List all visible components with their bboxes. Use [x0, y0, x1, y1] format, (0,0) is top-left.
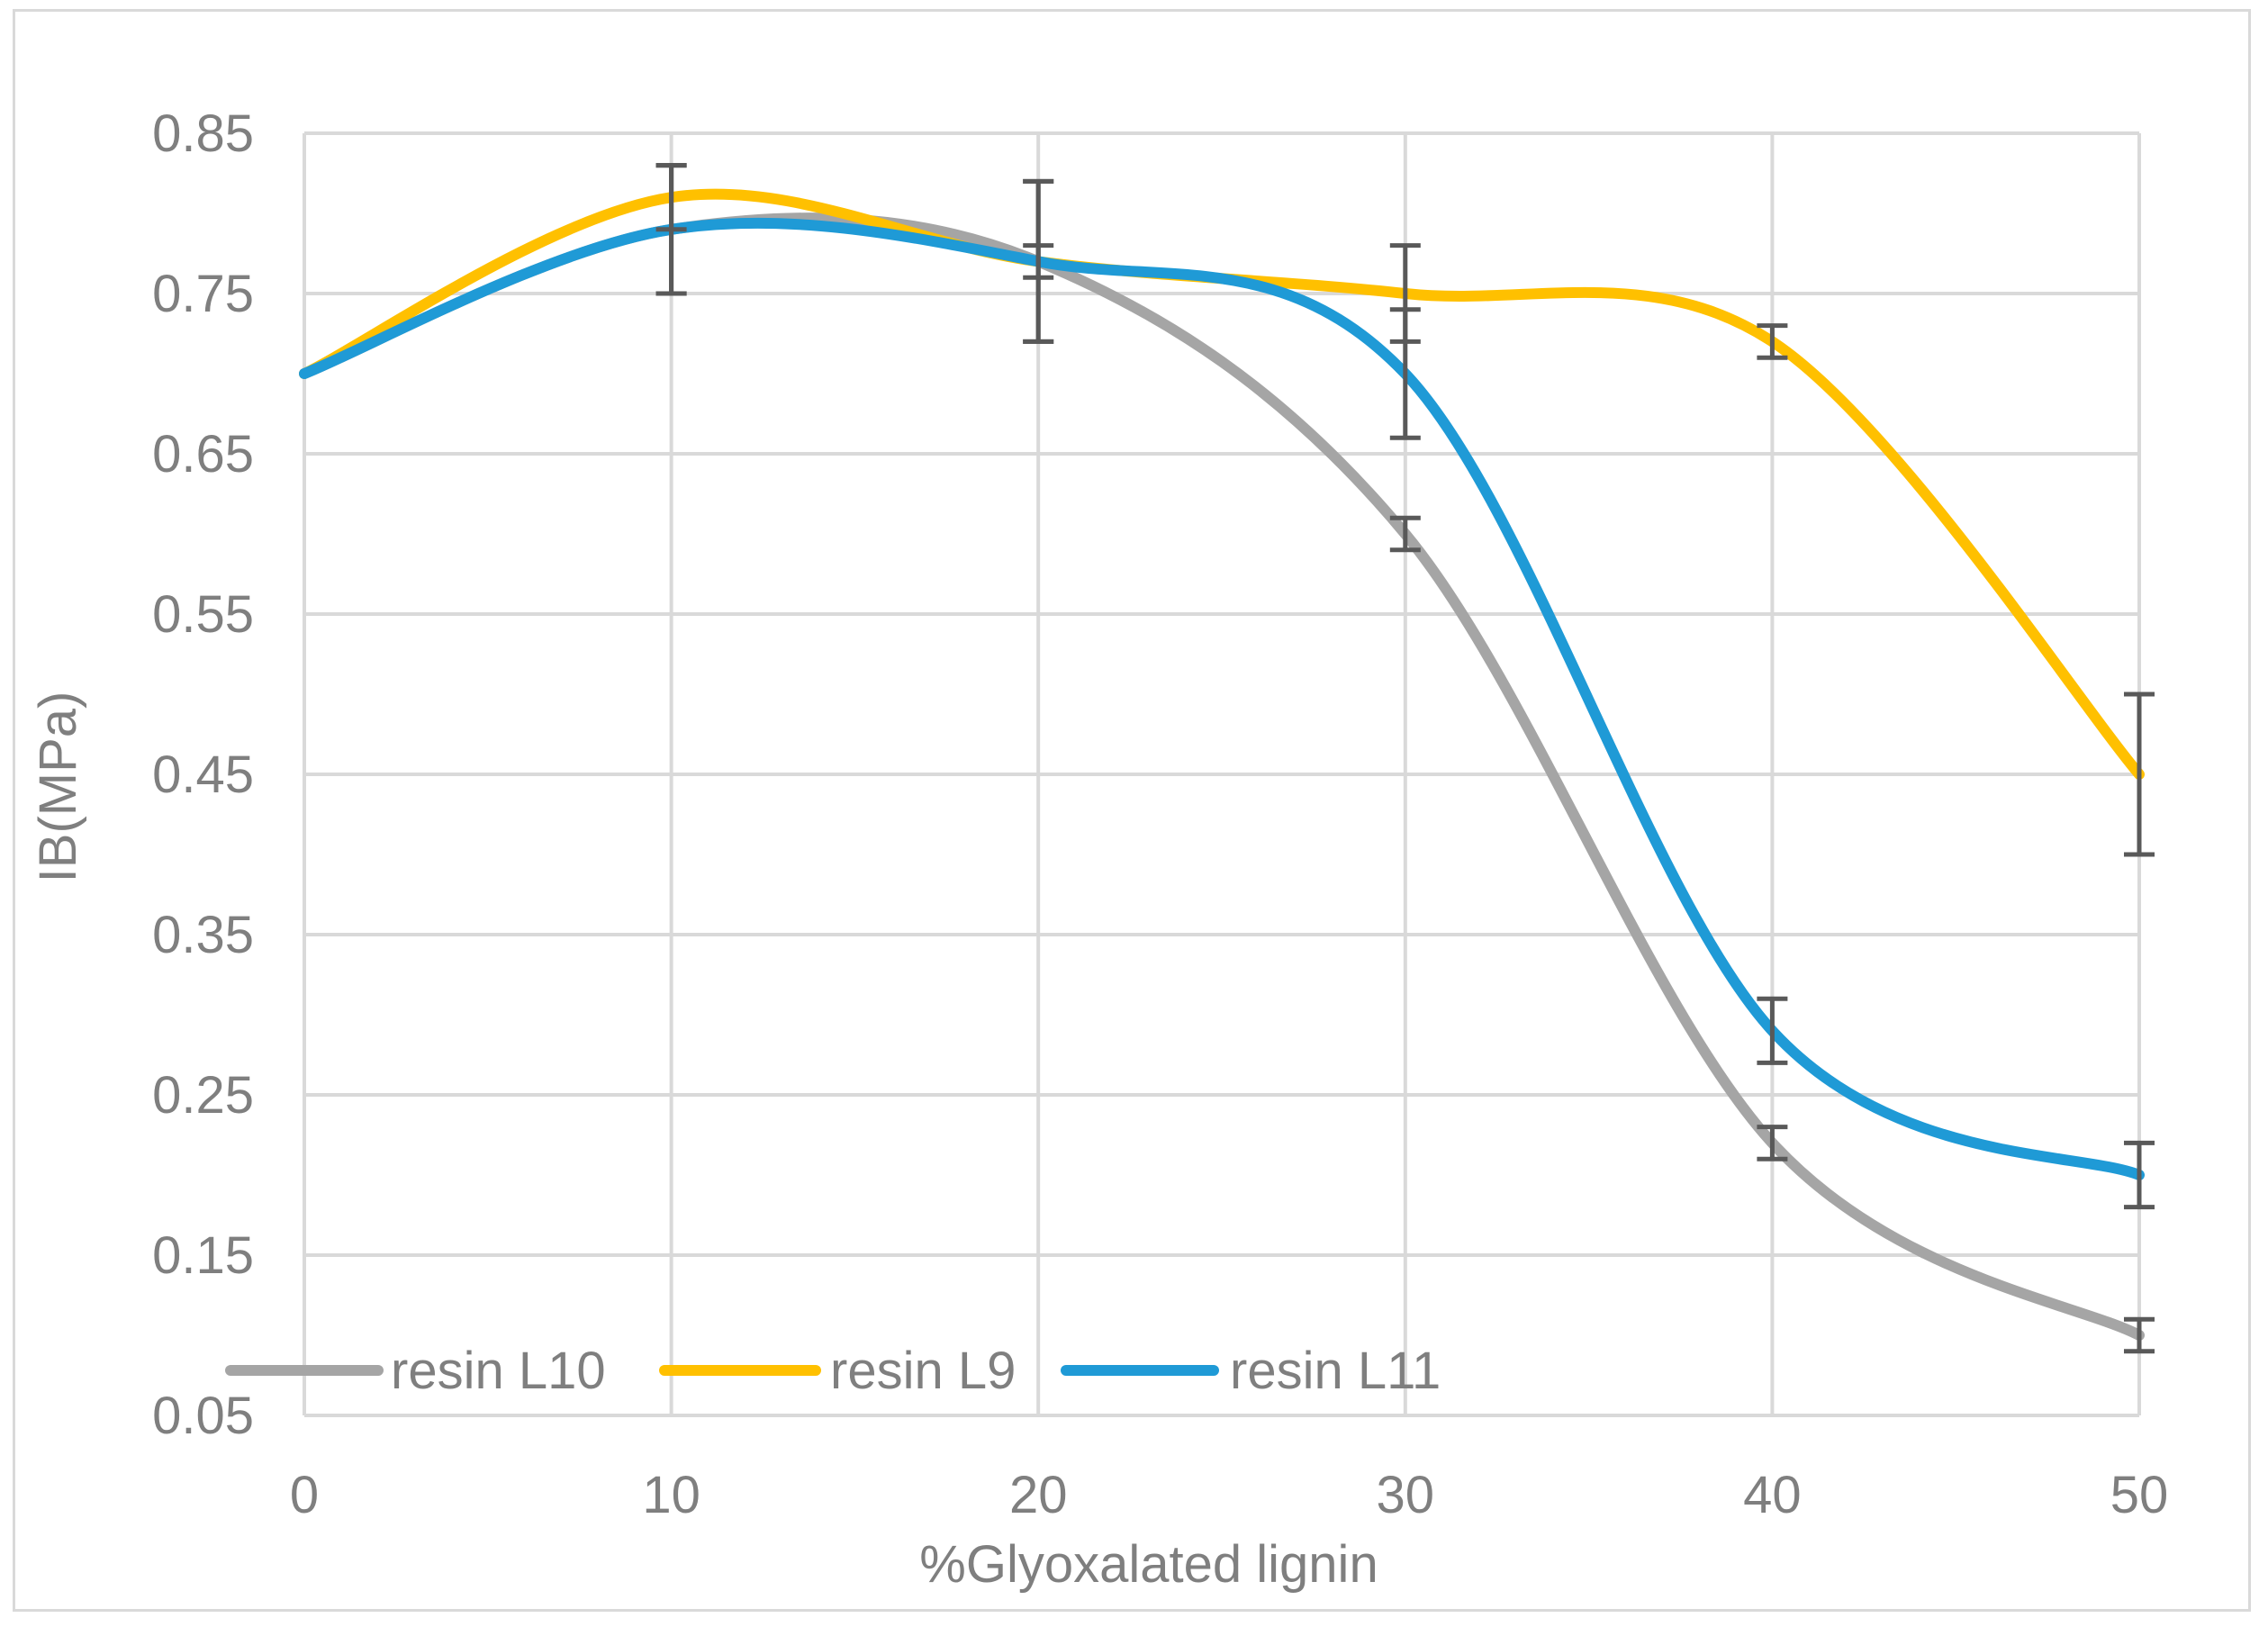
error-bar [655, 163, 687, 296]
legend: resin L10 resin L9 resin L11 [225, 1342, 1441, 1400]
series-line-resin-l11 [299, 217, 2145, 1180]
y-tick-label: 0.25 [152, 1066, 254, 1125]
legend-item: resin L10 [225, 1342, 606, 1400]
x-tick-label: 40 [1743, 1466, 1802, 1524]
series-line-resin-l10 [299, 212, 2145, 1341]
error-bar [1023, 178, 1054, 344]
y-tick-label: 0.15 [152, 1226, 254, 1285]
x-tick-label: 10 [642, 1466, 700, 1524]
x-tick-label: 20 [1009, 1466, 1068, 1524]
y-tick-label: 0.85 [152, 104, 254, 163]
legend-item: resin L9 [659, 1342, 1016, 1400]
y-axis-tick-labels: 0.05 0.15 0.25 0.35 0.45 0.55 0.65 0.75 0.85 [152, 104, 254, 1445]
y-tick-label: 0.35 [152, 906, 254, 964]
error-bars [655, 163, 2155, 1354]
series-line-resin-l9 [299, 188, 2145, 780]
legend-label: resin L11 [1230, 1342, 1441, 1400]
x-axis-tick-labels: 0 10 20 30 40 50 [290, 1466, 2168, 1524]
series-lines [299, 188, 2145, 1341]
legend-label: resin L9 [830, 1342, 1016, 1400]
y-tick-label: 0.05 [152, 1387, 254, 1445]
error-bar [2124, 1316, 2155, 1354]
error-bar [1389, 307, 1421, 440]
x-tick-label: 50 [2110, 1466, 2169, 1524]
error-bar [1757, 996, 1788, 1065]
error-bar [1757, 323, 1788, 360]
y-tick-label: 0.65 [152, 425, 254, 484]
legend-item: resin L11 [1061, 1342, 1441, 1400]
y-axis-title: IB(MPa) [29, 691, 87, 883]
x-tick-label: 0 [290, 1466, 319, 1524]
y-tick-label: 0.75 [152, 265, 254, 323]
y-tick-label: 0.55 [152, 585, 254, 644]
legend-label: resin L10 [391, 1342, 606, 1400]
error-bar [1389, 515, 1421, 553]
x-axis-title: %Glyoxalated lignin [919, 1535, 1378, 1594]
error-bar [2124, 691, 2155, 857]
x-tick-label: 30 [1377, 1466, 1435, 1524]
y-tick-label: 0.45 [152, 746, 254, 804]
error-bar [1757, 1125, 1788, 1161]
error-bar [2124, 1140, 2155, 1210]
